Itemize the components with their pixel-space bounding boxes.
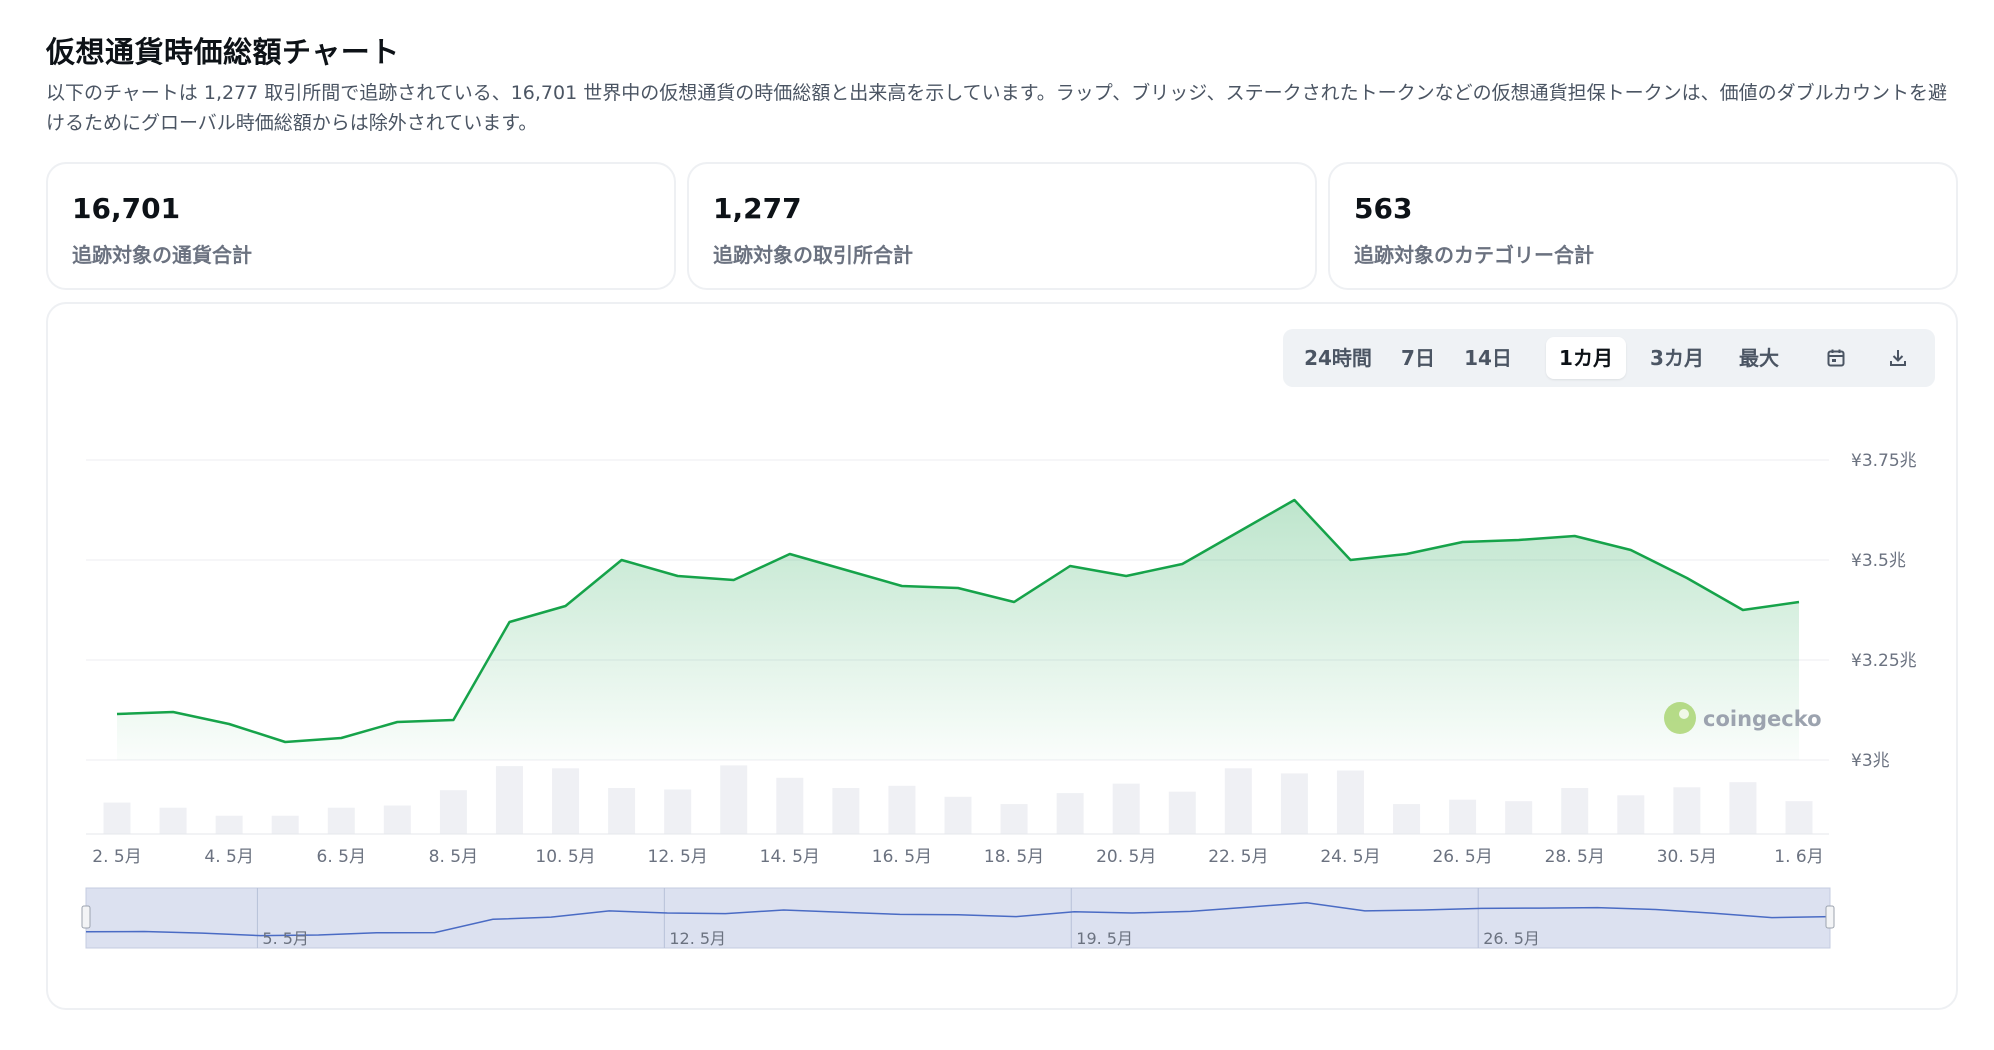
- volume-bar: [1729, 782, 1757, 834]
- volume-bar: [439, 790, 467, 834]
- volume-bar: [271, 815, 299, 834]
- x-tick-label: 10. 5月: [535, 847, 595, 867]
- volume-bar: [608, 788, 636, 834]
- volume-bar: [1393, 804, 1421, 834]
- x-tick-label: 12. 5月: [648, 847, 708, 867]
- x-tick-label: 30. 5月: [1657, 847, 1717, 867]
- volume-bar: [1168, 791, 1196, 834]
- volume-bar: [327, 807, 355, 834]
- gecko-logo-icon: [1664, 702, 1696, 734]
- x-tick-label: 4. 5月: [204, 847, 253, 867]
- x-tick-label: 22. 5月: [1208, 847, 1268, 867]
- navigator-label: 19. 5月: [1076, 929, 1133, 948]
- x-tick-label: 14. 5月: [760, 847, 820, 867]
- market-cap-chart: ¥3兆 ¥3.25兆 ¥3.5兆 ¥3.75兆 2. 5月 4. 5月 6. 5月 8. 5…: [81, 451, 1917, 949]
- volume-bar: [103, 802, 131, 834]
- x-tick-label: 18. 5月: [984, 847, 1044, 867]
- tab-14d[interactable]: 14日: [1464, 346, 1512, 370]
- tab-24h[interactable]: 24時間: [1304, 346, 1372, 370]
- volume-bar: [776, 777, 804, 834]
- stat-value: 1,277: [713, 192, 802, 225]
- volume-bar: [1673, 787, 1701, 834]
- download-icon-glyph: [1890, 350, 1906, 366]
- volume-bar: [1112, 783, 1140, 834]
- y-tick-label: ¥3.25兆: [1851, 651, 1917, 671]
- page-description: 以下のチャートは 1,277 取引所間で追跡されている、16,701 世界中の仮…: [46, 82, 1948, 134]
- volume-bar: [495, 766, 523, 834]
- navigator-label: 5. 5月: [262, 929, 309, 948]
- volume-bar: [720, 765, 748, 834]
- chart-card: 24時間 7日 14日 1カ月 3カ月 最大: [46, 302, 1958, 1010]
- stat-value: 16,701: [72, 192, 181, 225]
- volume-bar: [1505, 801, 1533, 834]
- calendar-icon-glyph: [1827, 349, 1845, 367]
- volume-bar: [1617, 795, 1645, 834]
- stat-card-coins: 16,701 追跡対象の通貨合計: [46, 162, 676, 290]
- volume-bar: [1561, 788, 1589, 834]
- stats-row: 16,701 追跡対象の通貨合計 1,277 追跡対象の取引所合計 563 追跡…: [46, 162, 1958, 292]
- y-axis: ¥3兆 ¥3.25兆 ¥3.5兆 ¥3.75兆: [1851, 451, 1917, 771]
- volume-bar: [832, 788, 860, 834]
- x-tick-label: 16. 5月: [872, 847, 932, 867]
- volume-bar: [215, 815, 243, 834]
- volume-bar: [552, 768, 580, 834]
- volume-bar: [1785, 801, 1813, 834]
- tab-max[interactable]: 最大: [1739, 346, 1779, 370]
- volume-bar: [1224, 768, 1252, 834]
- x-tick-label: 26. 5月: [1432, 847, 1492, 867]
- x-tick-label: 1. 6月: [1774, 847, 1823, 867]
- stat-value: 563: [1354, 192, 1413, 225]
- time-range-tabs: 24時間 7日 14日 1カ月 3カ月 最大: [1283, 329, 1935, 387]
- stat-label: 追跡対象の通貨合計: [72, 243, 252, 267]
- navigator-label: 26. 5月: [1483, 929, 1540, 948]
- watermark-text: coingecko: [1703, 707, 1822, 731]
- x-axis: 2. 5月 4. 5月 6. 5月 8. 5月 10. 5月 12. 5月 14. 5月 16…: [92, 847, 1823, 867]
- volume-bar: [1336, 770, 1364, 834]
- tab-3m[interactable]: 3カ月: [1650, 346, 1704, 370]
- tab-7d[interactable]: 7日: [1401, 346, 1435, 370]
- volume-bar: [1449, 799, 1477, 834]
- y-tick-label: ¥3.75兆: [1851, 451, 1917, 471]
- stat-label: 追跡対象の取引所合計: [713, 243, 913, 267]
- navigator-label: 12. 5月: [669, 929, 726, 948]
- volume-bar: [944, 796, 972, 834]
- navigator-handle-left[interactable]: [81, 905, 91, 929]
- x-tick-label: 8. 5月: [429, 847, 478, 867]
- volume-bar: [888, 785, 916, 834]
- x-tick-label: 6. 5月: [317, 847, 366, 867]
- navigator-line: [85, 901, 1831, 937]
- calendar-icon[interactable]: [1815, 337, 1857, 379]
- volume-bar: [1056, 793, 1084, 834]
- volume-bar: [159, 807, 187, 834]
- x-tick-label: 2. 5月: [92, 847, 141, 867]
- navigator-range[interactable]: [85, 887, 1831, 949]
- market-cap-line: [116, 498, 1800, 744]
- x-tick-label: 28. 5月: [1545, 847, 1605, 867]
- volume-bar: [383, 805, 411, 834]
- x-tick-label: 20. 5月: [1096, 847, 1156, 867]
- volume-bar: [1280, 773, 1308, 834]
- stat-card-exchanges: 1,277 追跡対象の取引所合計: [687, 162, 1317, 290]
- coingecko-watermark: coingecko: [1664, 702, 1822, 734]
- volume-bar: [1000, 804, 1028, 834]
- volume-bar: [664, 789, 692, 834]
- y-tick-label: ¥3.5兆: [1851, 551, 1906, 571]
- market-cap-section: 仮想通貨時価総額チャート 以下のチャートは 1,277 取引所間で追跡されている…: [46, 32, 1958, 1010]
- x-tick-label: 24. 5月: [1320, 847, 1380, 867]
- stat-card-categories: 563 追跡対象のカテゴリー合計: [1328, 162, 1958, 290]
- page-title: 仮想通貨時価総額チャート: [46, 35, 400, 69]
- download-icon[interactable]: [1877, 337, 1919, 379]
- navigator-handle-right[interactable]: [1825, 905, 1835, 929]
- stat-label: 追跡対象のカテゴリー合計: [1354, 243, 1594, 267]
- y-tick-label: ¥3兆: [1851, 751, 1890, 771]
- tab-1m[interactable]: 1カ月: [1546, 337, 1626, 379]
- market-cap-area: [117, 500, 1799, 760]
- volume-bars: [86, 765, 1829, 835]
- navigator[interactable]: 5. 5月 12. 5月 19. 5月 26. 5月: [81, 887, 1835, 949]
